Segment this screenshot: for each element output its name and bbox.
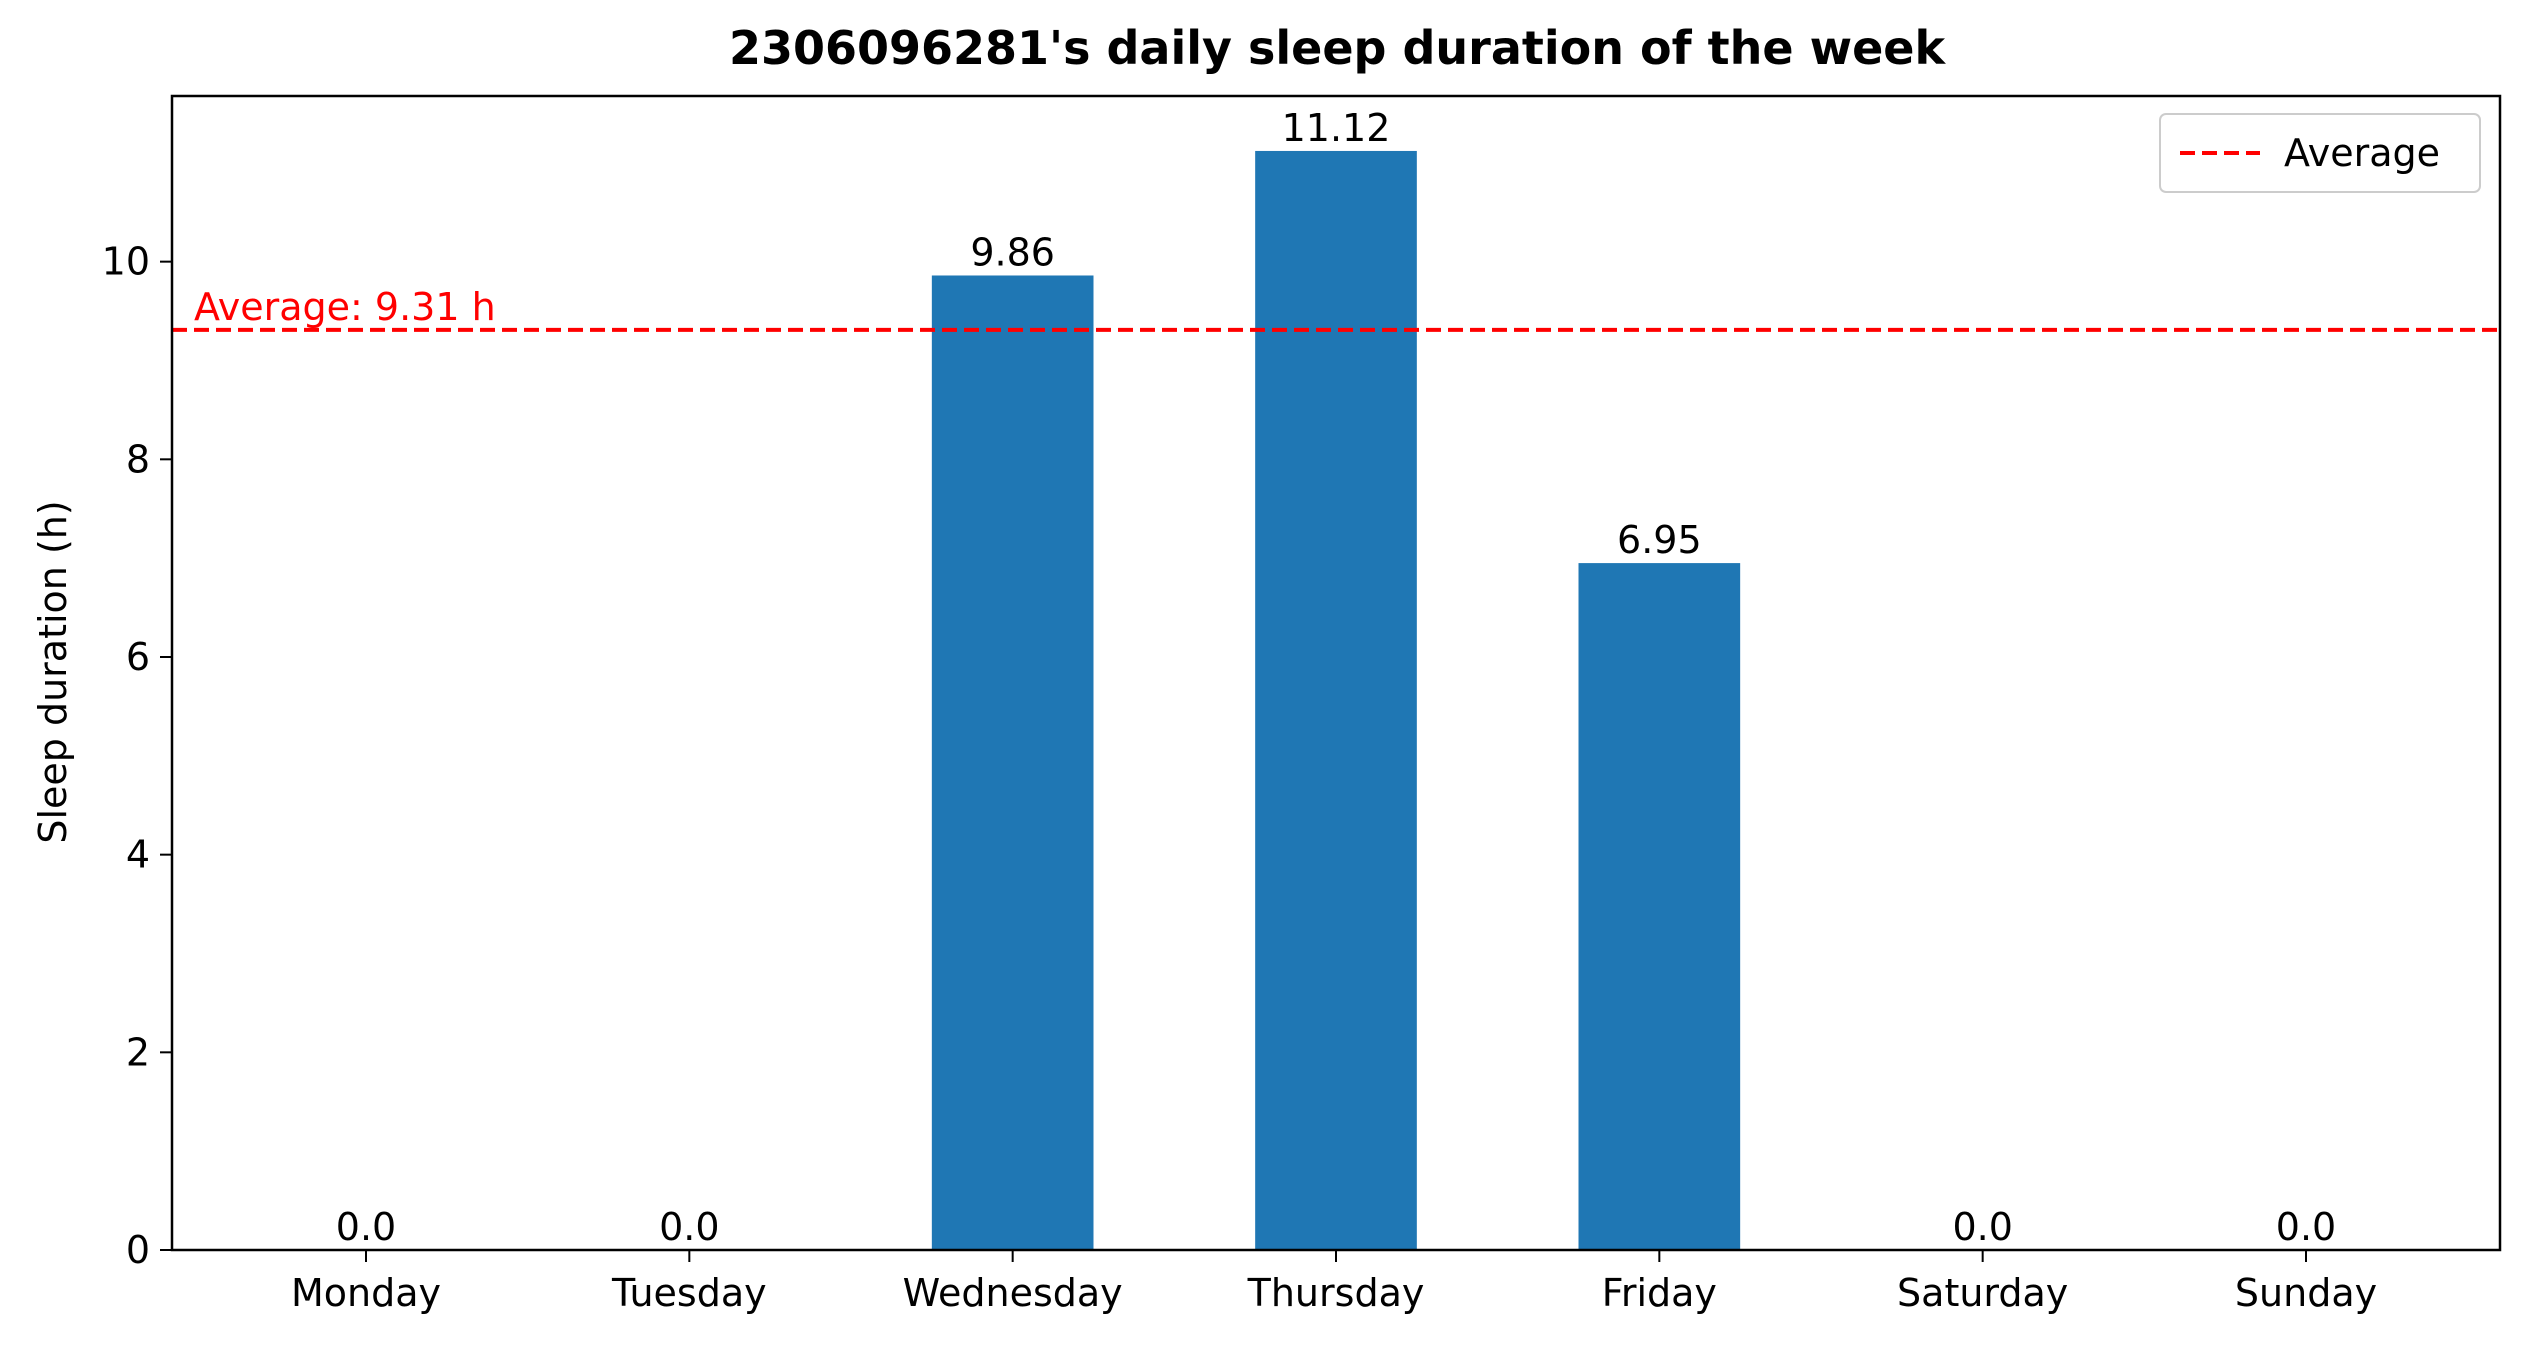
value-label-thursday: 11.12 bbox=[1282, 106, 1391, 150]
y-tick-label-10: 10 bbox=[102, 240, 150, 284]
y-axis-label: Sleep duration (h) bbox=[31, 500, 75, 843]
value-label-monday: 0.0 bbox=[336, 1205, 396, 1249]
chart-title: 2306096281's daily sleep duration of the… bbox=[729, 21, 1947, 75]
y-tick-label-0: 0 bbox=[126, 1228, 150, 1272]
value-label-sunday: 0.0 bbox=[2276, 1205, 2336, 1249]
x-tick-label-sunday: Sunday bbox=[2235, 1271, 2377, 1315]
x-tick-label-saturday: Saturday bbox=[1897, 1271, 2068, 1315]
value-label-friday: 6.95 bbox=[1617, 518, 1702, 562]
x-tick-label-tuesday: Tuesday bbox=[611, 1271, 767, 1315]
average-label: Average: 9.31 h bbox=[194, 285, 496, 329]
axes-frame bbox=[170, 94, 2502, 1252]
y-tick-label-4: 4 bbox=[126, 833, 150, 877]
plot-area: 0.0 Monday 0.0 Tuesday 9.86 Wednesday 11.12 Thu… bbox=[102, 94, 2502, 1315]
value-label-tuesday: 0.0 bbox=[659, 1205, 719, 1249]
bar-thursday bbox=[1255, 150, 1417, 1250]
x-tick-label-thursday: Thursday bbox=[1247, 1271, 1425, 1315]
bar-friday bbox=[1578, 563, 1741, 1250]
value-label-saturday: 0.0 bbox=[1952, 1205, 2012, 1249]
value-label-wednesday: 9.86 bbox=[970, 230, 1055, 274]
y-tick-label-6: 6 bbox=[126, 635, 150, 679]
y-tick-label-8: 8 bbox=[126, 437, 150, 481]
legend-box bbox=[2159, 113, 2481, 193]
x-tick-label-wednesday: Wednesday bbox=[903, 1271, 1123, 1315]
y-tick-label-2: 2 bbox=[126, 1030, 150, 1074]
legend-label-average: Average bbox=[2284, 131, 2440, 175]
x-tick-label-monday: Monday bbox=[291, 1271, 441, 1315]
bar-wednesday bbox=[931, 275, 1094, 1250]
x-tick-label-friday: Friday bbox=[1602, 1271, 1717, 1315]
